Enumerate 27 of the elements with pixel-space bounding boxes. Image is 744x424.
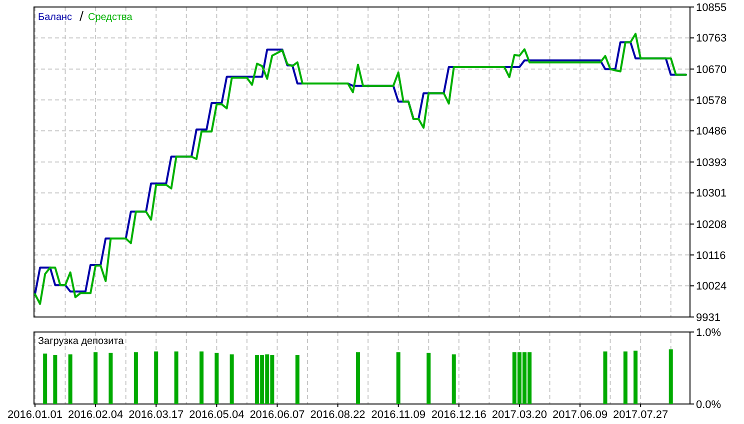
x-tick-label: 2016.02.04 [68,409,124,421]
x-tick-label: 2016.11.09 [371,409,426,421]
y-tick-label: 9931 [696,312,720,324]
y-tick-label: 10116 [696,250,726,262]
text: Средства [88,12,133,23]
x-tick-label: 2016.03.17 [128,409,184,421]
y-tick-label: 10578 [696,94,727,107]
y-tick-label: 10301 [696,188,727,200]
y-tick-label: 10024 [696,280,727,293]
y-tick-label: 10208 [696,218,727,231]
x-tick-label: 2017.06.09 [552,409,608,421]
x-tick-label: 2016.05.04 [189,409,244,421]
text: Баланс [38,12,72,23]
x-tick-label: 2017.03.20 [492,409,547,421]
chart-title: Загрузка депозита [38,336,124,347]
y-tick-label: 10670 [696,64,727,76]
y-tick-label: 10855 [696,2,727,14]
y-tick-label: 1.0% [696,326,722,339]
y-tick-label: 0.0% [696,398,722,411]
y-tick-label: 10393 [696,156,727,169]
x-tick-label: 2016.06.07 [250,409,305,421]
x-tick-label: 2016.12.16 [431,409,486,421]
x-tick-label: 2017.07.27 [613,409,668,421]
y-tick-label: 10486 [696,126,727,138]
x-tick-label: 2016.01.01 [7,409,63,421]
y-tick-label: 10763 [696,32,727,45]
x-tick-label: 2016.08.22 [310,409,366,421]
